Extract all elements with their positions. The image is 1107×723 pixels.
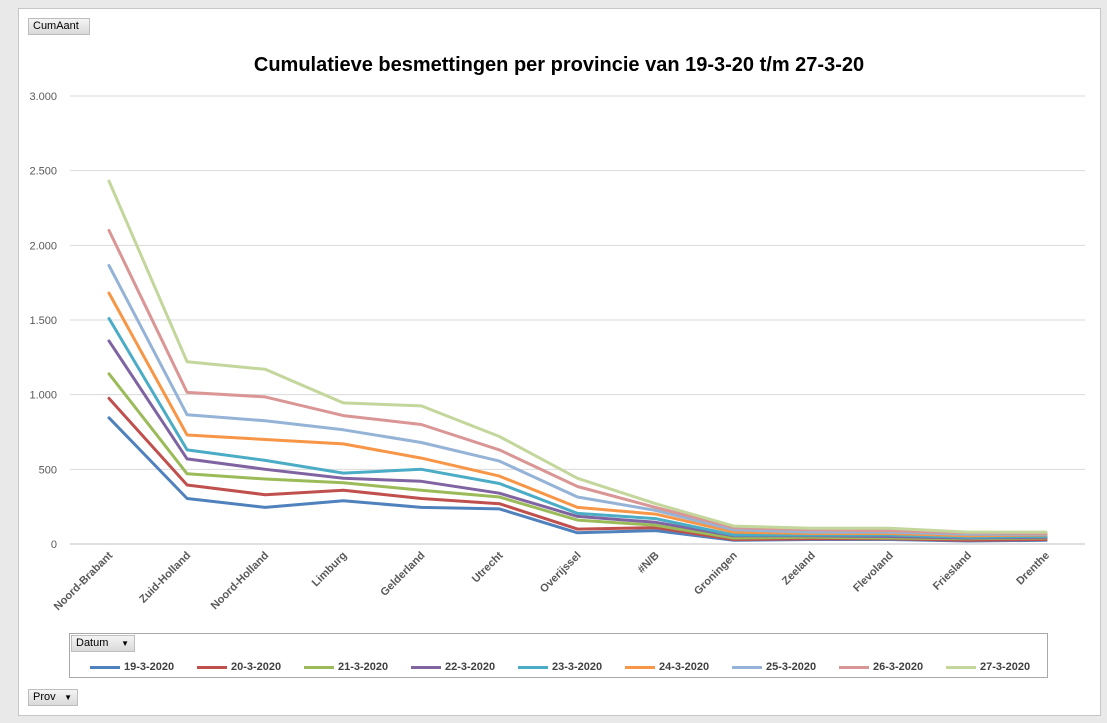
legend-swatch: [946, 666, 976, 669]
legend-swatch: [625, 666, 655, 669]
y-tick-label: 2.000: [29, 240, 57, 252]
series-lines: [107, 179, 1048, 543]
y-tick-label: 3.000: [29, 91, 57, 103]
legend-label: 26-3-2020: [873, 661, 924, 673]
series-line-27-3-2020[interactable]: [107, 179, 1048, 534]
x-tick-label: Groningen: [692, 549, 740, 597]
legend-label: 27-3-2020: [980, 661, 1031, 673]
legend-label: 24-3-2020: [659, 661, 710, 673]
value-field-label: CumAant: [33, 20, 79, 32]
value-field-button[interactable]: CumAant: [28, 18, 90, 35]
series-line-24-3-2020[interactable]: [107, 291, 1048, 538]
axis-field-button[interactable]: Prov ▼: [28, 689, 78, 706]
dropdown-arrow-icon: ▼: [64, 693, 72, 702]
y-tick-label: 1.500: [29, 315, 57, 327]
x-tick-label: Limburg: [310, 550, 350, 590]
legend-label: 20-3-2020: [231, 661, 282, 673]
legend-label: 23-3-2020: [552, 661, 603, 673]
x-tick-label: Flevoland: [851, 550, 896, 595]
y-tick-label: 2.500: [29, 166, 57, 178]
dropdown-arrow-icon: ▼: [121, 639, 129, 648]
legend-swatch: [197, 666, 227, 669]
legend-field-button[interactable]: Datum ▼: [71, 635, 135, 652]
x-tick-label: Utrecht: [470, 549, 506, 585]
legend-swatch: [518, 666, 548, 669]
y-tick-label: 1.000: [29, 390, 57, 402]
legend-swatch: [411, 666, 441, 669]
x-tick-label: Noord-Brabant: [52, 549, 116, 613]
legend-field-label: Datum: [76, 637, 109, 649]
chart-title: Cumulatieve besmettingen per provincie v…: [254, 54, 864, 76]
x-axis-ticks: Noord-Brabant Zuid-Holland Noord-Holland Li…: [52, 549, 1052, 613]
legend-label: 25-3-2020: [766, 661, 817, 673]
legend-label: 19-3-2020: [124, 661, 175, 673]
legend-label: 22-3-2020: [445, 661, 496, 673]
x-tick-label: Noord-Holland: [209, 550, 272, 613]
x-tick-label: Zeeland: [780, 550, 818, 588]
x-tick-label: Drenthe: [1014, 550, 1052, 588]
x-tick-label: Gelderland: [378, 550, 427, 599]
legend-swatch: [304, 666, 334, 669]
x-tick-label: Overijssel: [538, 550, 584, 596]
x-tick-label: #N/B: [635, 550, 661, 576]
legend: Datum ▼ 19-3-2020 20-3-2020 21-3-2020 22-3-…: [69, 633, 1048, 678]
legend-swatch: [839, 666, 869, 669]
y-tick-label: 500: [39, 464, 57, 476]
y-axis-ticks: 0 500 1.000 1.500 2.000 2.500 3.000: [29, 91, 57, 551]
series-line-26-3-2020[interactable]: [107, 228, 1048, 535]
x-tick-label: Zuid-Holland: [137, 550, 193, 606]
legend-label: 21-3-2020: [338, 661, 389, 673]
legend-swatch: [732, 666, 762, 669]
legend-swatch: [90, 666, 120, 669]
axis-field-label: Prov: [33, 691, 56, 703]
y-tick-label: 0: [51, 539, 57, 551]
x-tick-label: Friesland: [931, 550, 974, 593]
